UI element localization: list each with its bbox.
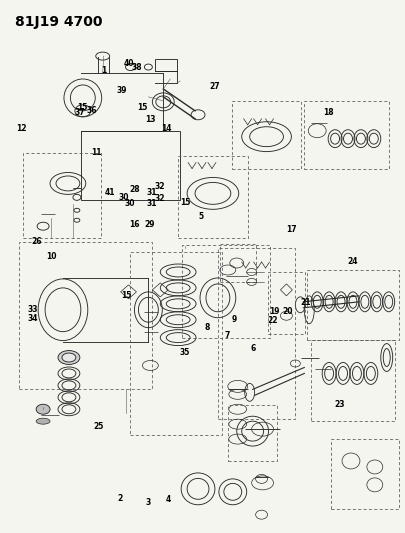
Text: 36: 36 (87, 106, 97, 115)
Bar (182, 245, 269, 337)
Text: 9: 9 (231, 315, 237, 324)
Text: 20: 20 (282, 307, 292, 316)
Text: 14: 14 (161, 124, 172, 133)
Text: 10: 10 (47, 253, 57, 262)
Text: 32: 32 (154, 194, 164, 203)
Text: 41: 41 (105, 188, 115, 197)
Bar (304, 101, 388, 168)
Text: 23: 23 (334, 400, 345, 409)
Text: 11: 11 (91, 148, 101, 157)
Text: 27: 27 (209, 82, 220, 91)
Bar (178, 156, 247, 238)
Bar (23, 152, 100, 238)
Bar (231, 101, 301, 168)
Text: 38: 38 (131, 63, 141, 72)
Ellipse shape (58, 351, 80, 365)
Ellipse shape (36, 418, 50, 424)
Bar (19, 242, 152, 389)
Text: 29: 29 (144, 220, 155, 229)
Bar (217, 248, 294, 419)
Text: 22: 22 (266, 316, 277, 325)
Text: 5: 5 (198, 212, 203, 221)
Text: 40: 40 (123, 60, 134, 68)
Text: 6: 6 (250, 344, 256, 353)
Text: 4: 4 (166, 495, 171, 504)
Bar (81, 131, 180, 200)
Text: 81J19 4700: 81J19 4700 (15, 15, 102, 29)
Text: 39: 39 (116, 86, 126, 95)
Text: 28: 28 (129, 185, 139, 194)
Text: 2: 2 (117, 494, 123, 503)
Bar (227, 405, 277, 461)
Text: 8: 8 (204, 323, 209, 332)
Bar (311, 340, 394, 421)
Bar (307, 270, 398, 340)
Bar (155, 59, 177, 71)
Text: 1: 1 (101, 66, 107, 75)
Text: 31: 31 (146, 199, 156, 208)
Text: 3: 3 (145, 498, 151, 507)
Text: 15: 15 (179, 198, 190, 207)
Bar (130, 252, 221, 435)
Text: 15: 15 (121, 291, 131, 300)
Text: 30: 30 (118, 193, 128, 202)
Text: 25: 25 (93, 422, 103, 431)
Text: 16: 16 (129, 220, 139, 229)
Text: 21: 21 (300, 298, 310, 307)
Text: 32: 32 (154, 182, 164, 191)
Text: 37: 37 (75, 108, 85, 117)
Bar (220, 244, 255, 282)
Text: 13: 13 (145, 115, 156, 124)
Ellipse shape (36, 404, 50, 414)
Text: 19: 19 (269, 307, 279, 316)
Text: 15: 15 (77, 103, 87, 112)
Bar (330, 439, 398, 508)
Text: 33: 33 (28, 305, 38, 314)
Text: 18: 18 (322, 108, 333, 117)
Text: 26: 26 (32, 237, 42, 246)
Text: 30: 30 (124, 199, 134, 208)
Text: 15: 15 (137, 103, 147, 112)
Text: 35: 35 (179, 348, 190, 357)
Text: 31: 31 (146, 188, 156, 197)
Bar (267, 272, 305, 334)
Text: 12: 12 (16, 124, 27, 133)
Text: 24: 24 (346, 257, 356, 265)
Text: 7: 7 (224, 331, 229, 340)
Text: 34: 34 (28, 314, 38, 323)
Ellipse shape (62, 353, 76, 362)
Text: 17: 17 (286, 225, 296, 234)
